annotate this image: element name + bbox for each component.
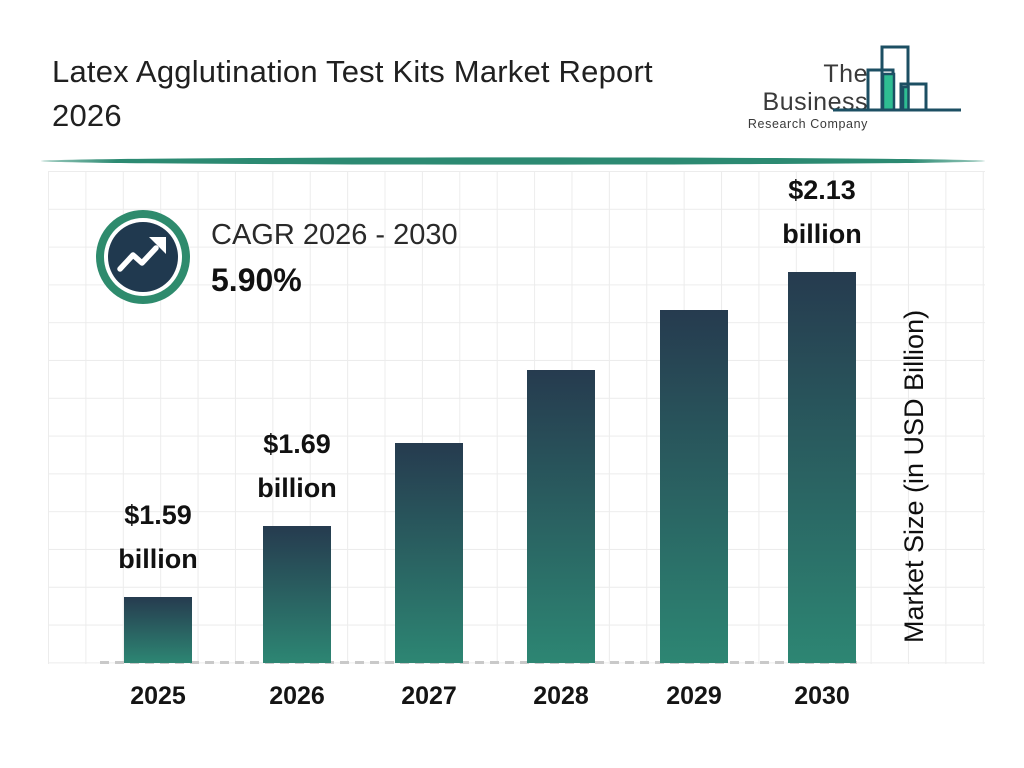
x-axis-label-2028: 2028 [533,682,589,710]
bar-2027 [395,443,463,663]
bar-2030 [788,272,856,663]
chart-baseline-dashed [100,661,857,664]
bar-2026 [263,526,331,663]
y-axis-label: Market Size (in USD Billion) [899,309,929,643]
logo-skyline-icon [833,45,961,112]
bar-2028 [527,370,595,663]
x-axis-label-2026: 2026 [269,682,325,710]
bar-value-label-2026: $1.69 billion [257,429,337,503]
bar-2025 [124,597,192,663]
x-axis-label-2030: 2030 [794,682,850,710]
company-logo: The Business Research Company [728,38,968,131]
trend-up-icon [96,210,190,304]
cagr-period-label: CAGR 2026 - 2030 [211,219,458,251]
x-axis-label-2025: 2025 [130,682,186,710]
divider-swoosh [41,157,985,165]
bar-value-label-2030: $2.13 billion [782,175,862,249]
logo-subname: Research Company [747,117,868,131]
page-title: Latex Agglutination Test Kits Market Rep… [52,54,653,133]
x-axis-label-2027: 2027 [401,682,457,710]
x-axis-label-2029: 2029 [666,682,722,710]
bar-2029 [660,310,728,663]
logo-text: The Business Research Company [728,60,868,132]
cagr-value: 5.90% [211,262,302,298]
cagr-block: CAGR 2026 - 2030 5.90% [211,217,458,299]
bar-value-label-2025: $1.59 billion [118,500,198,574]
